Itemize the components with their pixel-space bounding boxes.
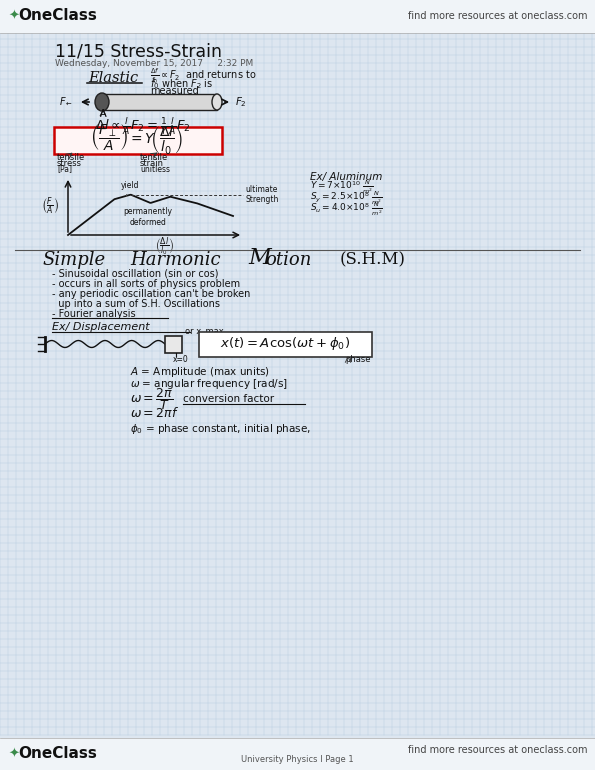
Ellipse shape xyxy=(95,93,109,111)
Text: up into a sum of S.H. Oscillations: up into a sum of S.H. Oscillations xyxy=(52,299,220,309)
Text: Ex/ Aluminum: Ex/ Aluminum xyxy=(310,172,383,182)
Text: conversion factor: conversion factor xyxy=(183,394,274,404)
Text: phase: phase xyxy=(345,354,371,363)
Text: - any periodic oscillation can't be broken: - any periodic oscillation can't be brok… xyxy=(52,289,250,299)
Text: x=0: x=0 xyxy=(173,356,189,364)
Ellipse shape xyxy=(212,94,222,110)
Text: find more resources at oneclass.com: find more resources at oneclass.com xyxy=(408,11,587,21)
Text: $\omega$ = angular frequency [rad/s]: $\omega$ = angular frequency [rad/s] xyxy=(130,377,288,391)
Text: Elastic: Elastic xyxy=(88,71,138,85)
FancyBboxPatch shape xyxy=(0,0,595,33)
Text: - Sinusoidal oscillation (sin or cos): - Sinusoidal oscillation (sin or cos) xyxy=(52,269,218,279)
Text: $A$ = Amplitude (max units): $A$ = Amplitude (max units) xyxy=(130,365,270,379)
Text: find more resources at oneclass.com: find more resources at oneclass.com xyxy=(408,745,587,755)
Text: tensile: tensile xyxy=(140,152,168,162)
Text: $F_\leftarrow$: $F_\leftarrow$ xyxy=(59,96,73,108)
Text: $F_2$: $F_2$ xyxy=(235,95,247,109)
Text: University Physics I Page 1: University Physics I Page 1 xyxy=(241,755,353,765)
Text: yield: yield xyxy=(121,181,140,190)
Text: $\Delta l \propto \frac{l}{A}F_2 = \frac{1}{Y}\frac{l}{A}F_2$: $\Delta l \propto \frac{l}{A}F_2 = \frac… xyxy=(95,116,190,137)
Text: Simple: Simple xyxy=(42,251,105,269)
Text: strain: strain xyxy=(140,159,164,168)
Text: ultimate
Strength: ultimate Strength xyxy=(245,185,278,205)
FancyBboxPatch shape xyxy=(0,738,595,770)
Text: M: M xyxy=(248,247,271,269)
Text: - Fourier analysis: - Fourier analysis xyxy=(52,309,136,319)
Text: $\omega = \dfrac{2\pi}{T}$: $\omega = \dfrac{2\pi}{T}$ xyxy=(130,386,174,412)
Text: OneClass: OneClass xyxy=(18,746,97,762)
Text: $Y = 7{\times}10^{10}\ \frac{N}{m^2}$: $Y = 7{\times}10^{10}\ \frac{N}{m^2}$ xyxy=(310,178,374,196)
Text: 11/15 Stress-Strain: 11/15 Stress-Strain xyxy=(55,43,222,61)
Text: Ex/ Displacement: Ex/ Displacement xyxy=(52,322,149,332)
Text: ✦: ✦ xyxy=(8,748,19,761)
Text: $\left(\dfrac{F_\perp}{A}\right) = Y\!\left(\dfrac{\Delta l}{l_0}\right)$: $\left(\dfrac{F_\perp}{A}\right) = Y\!\l… xyxy=(90,123,183,157)
Text: $\left(\frac{F}{A}\right)$: $\left(\frac{F}{A}\right)$ xyxy=(41,196,59,216)
Text: measured: measured xyxy=(150,86,199,96)
Text: $x(t)=A\cos(\omega t+\phi_0)$: $x(t)=A\cos(\omega t+\phi_0)$ xyxy=(220,336,350,353)
Text: Wednesday, November 15, 2017     2:32 PM: Wednesday, November 15, 2017 2:32 PM xyxy=(55,59,253,69)
Text: $S_u = 4.0{\times}10^8\ \frac{N}{m^2}$: $S_u = 4.0{\times}10^8\ \frac{N}{m^2}$ xyxy=(310,200,383,218)
Text: otion: otion xyxy=(265,251,311,269)
Text: (S.H.M): (S.H.M) xyxy=(340,252,406,269)
FancyBboxPatch shape xyxy=(164,336,181,353)
Text: stress: stress xyxy=(57,159,82,168)
FancyBboxPatch shape xyxy=(54,126,221,153)
Text: unitless: unitless xyxy=(140,165,170,173)
Text: $\frac{\Delta f}{f_0} \propto F_2$  and returns to: $\frac{\Delta f}{f_0} \propto F_2$ and r… xyxy=(150,66,256,85)
Text: tensile: tensile xyxy=(57,152,85,162)
Text: A: A xyxy=(100,109,107,119)
Text: $S_y = 2.5{\times}10^8\ \frac{N}{m^2}$: $S_y = 2.5{\times}10^8\ \frac{N}{m^2}$ xyxy=(310,189,383,207)
Text: $f_0$ when $F_2$ is: $f_0$ when $F_2$ is xyxy=(150,77,214,91)
Text: $\left(\frac{\Delta l}{l_0}\right)$: $\left(\frac{\Delta l}{l_0}\right)$ xyxy=(155,236,175,258)
Text: Harmonic: Harmonic xyxy=(130,251,221,269)
Text: $\phi_0$ = phase constant, initial phase,: $\phi_0$ = phase constant, initial phase… xyxy=(130,422,311,436)
Text: ✦: ✦ xyxy=(8,9,19,22)
Text: $\omega = 2\pi f$: $\omega = 2\pi f$ xyxy=(130,406,179,420)
FancyBboxPatch shape xyxy=(199,332,371,357)
Text: or x_max: or x_max xyxy=(185,326,224,336)
Text: OneClass: OneClass xyxy=(18,8,97,24)
Text: permanently
deformed: permanently deformed xyxy=(124,207,173,226)
FancyBboxPatch shape xyxy=(102,94,217,110)
Text: [Pa]: [Pa] xyxy=(57,165,72,173)
Text: - occurs in all sorts of physics problem: - occurs in all sorts of physics problem xyxy=(52,279,240,289)
